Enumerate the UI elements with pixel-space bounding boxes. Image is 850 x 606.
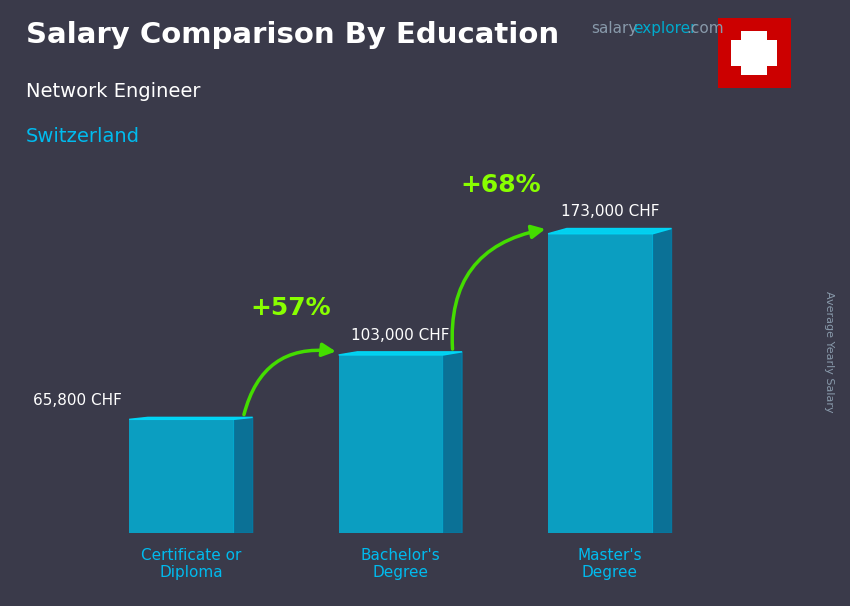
Text: 65,800 CHF: 65,800 CHF bbox=[33, 393, 122, 408]
Polygon shape bbox=[338, 352, 462, 355]
Text: 173,000 CHF: 173,000 CHF bbox=[560, 204, 659, 219]
Polygon shape bbox=[653, 228, 672, 533]
Text: explorer: explorer bbox=[633, 21, 697, 36]
Polygon shape bbox=[234, 418, 252, 533]
Bar bbox=[741, 31, 768, 75]
Polygon shape bbox=[444, 352, 462, 533]
Text: .com: .com bbox=[687, 21, 724, 36]
Text: +68%: +68% bbox=[460, 173, 541, 197]
Polygon shape bbox=[129, 418, 252, 419]
Polygon shape bbox=[548, 228, 672, 234]
Text: Master's
Degree: Master's Degree bbox=[577, 548, 642, 580]
Text: 103,000 CHF: 103,000 CHF bbox=[351, 328, 450, 343]
Text: Average Yearly Salary: Average Yearly Salary bbox=[824, 291, 834, 412]
Text: +57%: +57% bbox=[251, 296, 332, 320]
Text: Certificate or
Diploma: Certificate or Diploma bbox=[141, 548, 241, 580]
Text: Salary Comparison By Education: Salary Comparison By Education bbox=[26, 21, 558, 49]
Bar bbox=[731, 41, 778, 65]
Text: Bachelor's
Degree: Bachelor's Degree bbox=[360, 548, 440, 580]
Bar bbox=[338, 355, 444, 533]
Text: salary: salary bbox=[591, 21, 638, 36]
Bar bbox=[129, 419, 234, 533]
Bar bbox=[548, 234, 653, 533]
Text: Network Engineer: Network Engineer bbox=[26, 82, 200, 101]
Text: Switzerland: Switzerland bbox=[26, 127, 139, 146]
